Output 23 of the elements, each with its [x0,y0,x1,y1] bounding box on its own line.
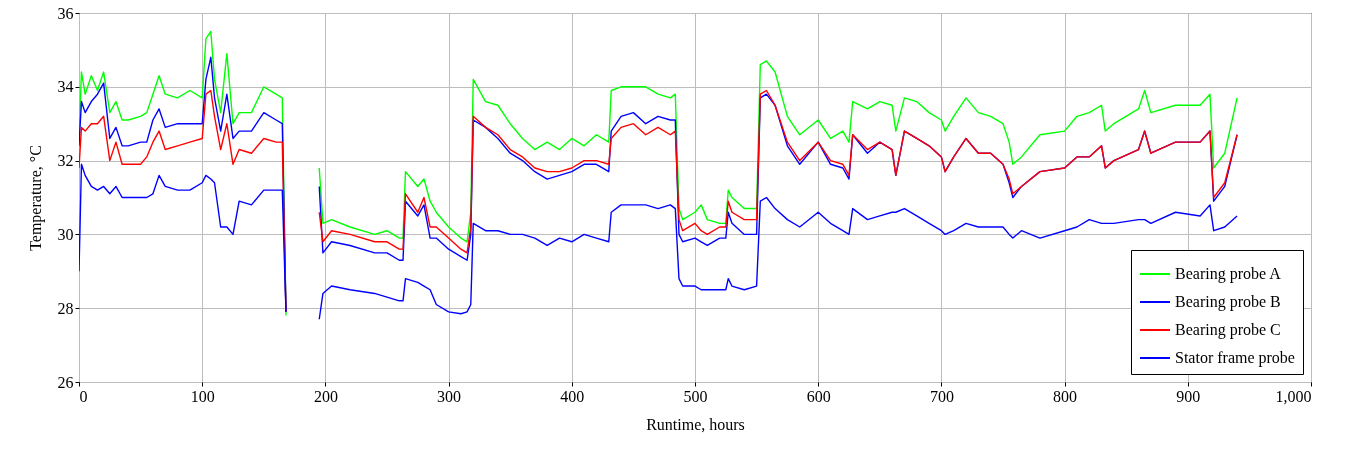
x-tick-label: 900 [1176,387,1201,405]
x-tick-label: 600 [806,387,831,405]
x-tick-label: 0 [79,387,88,405]
y-tick-label: 28 [57,299,74,317]
x-tick-label: 100 [190,387,215,405]
x-tick-label: 200 [313,387,338,405]
legend-label: Bearing probe C [1175,321,1281,339]
legend-label: Bearing probe A [1175,265,1282,283]
y-axis-title: Temperature, °C [26,145,45,251]
y-tick-label: 36 [57,4,74,22]
x-tick-label: 800 [1053,387,1078,405]
x-axis-title: Runtime, hours [646,415,745,433]
legend-label: Bearing probe B [1175,293,1281,311]
legend-label: Stator frame probe [1175,349,1295,367]
y-tick-label: 32 [57,152,74,170]
y-tick-label: 34 [57,78,74,96]
y-tick-label: 26 [57,373,74,391]
x-tick-label: 500 [683,387,708,405]
x-tick-label: 400 [560,387,585,405]
y-tick-label: 30 [57,225,74,243]
x-tick-label: 1,000 [1275,387,1312,405]
x-tick-label: 700 [929,387,954,405]
x-tick-label: 300 [437,387,462,405]
